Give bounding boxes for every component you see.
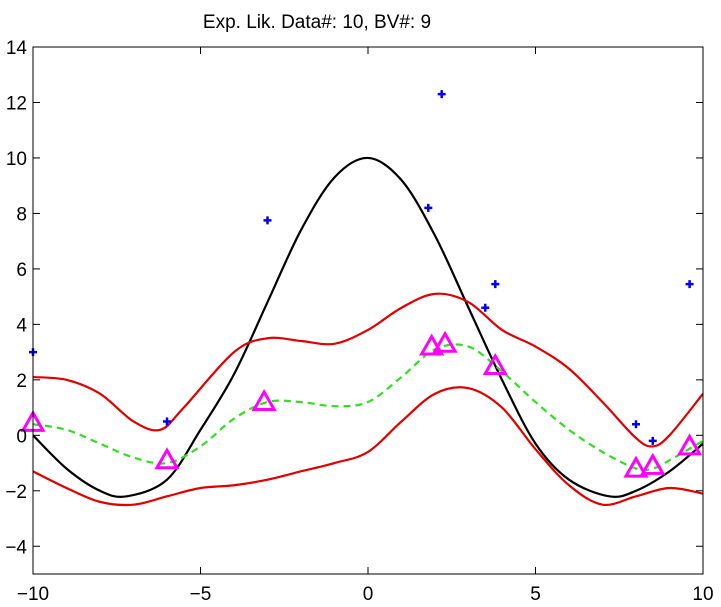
data-point-marker [648, 436, 657, 445]
y-tick-label: 12 [6, 93, 27, 114]
basis-vector-marker [482, 352, 508, 375]
x-tick-label: 10 [692, 584, 713, 605]
series-line-true-function [33, 156, 703, 499]
y-tick-label: 8 [16, 204, 27, 225]
y-tick-label: 10 [6, 149, 27, 170]
chart-title: Exp. Lik. Data#: 10, BV#: 9 [203, 12, 431, 33]
data-point-marker [491, 280, 500, 289]
basis-vector-marker [419, 333, 445, 356]
data-point-marker [481, 303, 490, 312]
basis-vector-marker [677, 433, 703, 456]
x-tick-label: 5 [530, 584, 541, 605]
series-line-lower-bound [33, 386, 703, 507]
data-point-marker [437, 90, 446, 99]
data-point-marker [424, 203, 433, 212]
y-tick-label: 2 [16, 371, 27, 392]
x-tick-label: −10 [17, 584, 49, 605]
y-tick-label: −2 [5, 482, 27, 503]
y-tick-label: 0 [16, 426, 27, 447]
x-tick-label: 0 [363, 584, 374, 605]
data-point-marker [685, 280, 694, 289]
data-point-marker [163, 417, 171, 426]
x-tick-label: −5 [190, 584, 212, 605]
y-tick-label: −4 [5, 537, 27, 558]
basis-vector-marker [432, 330, 458, 353]
data-point-marker [632, 420, 640, 429]
y-tick-label: 4 [16, 315, 27, 336]
basis-vector-marker [640, 452, 666, 475]
basis-vector-marker [251, 389, 277, 412]
basis-vector-marker [154, 447, 180, 470]
y-tick-label: 6 [16, 260, 27, 281]
basis-vector-marker [623, 455, 649, 478]
y-tick-label: 14 [6, 38, 28, 59]
data-point-marker [263, 216, 272, 225]
series-line-upper-bound [33, 292, 703, 448]
series-line-predictive-mean [33, 343, 703, 472]
